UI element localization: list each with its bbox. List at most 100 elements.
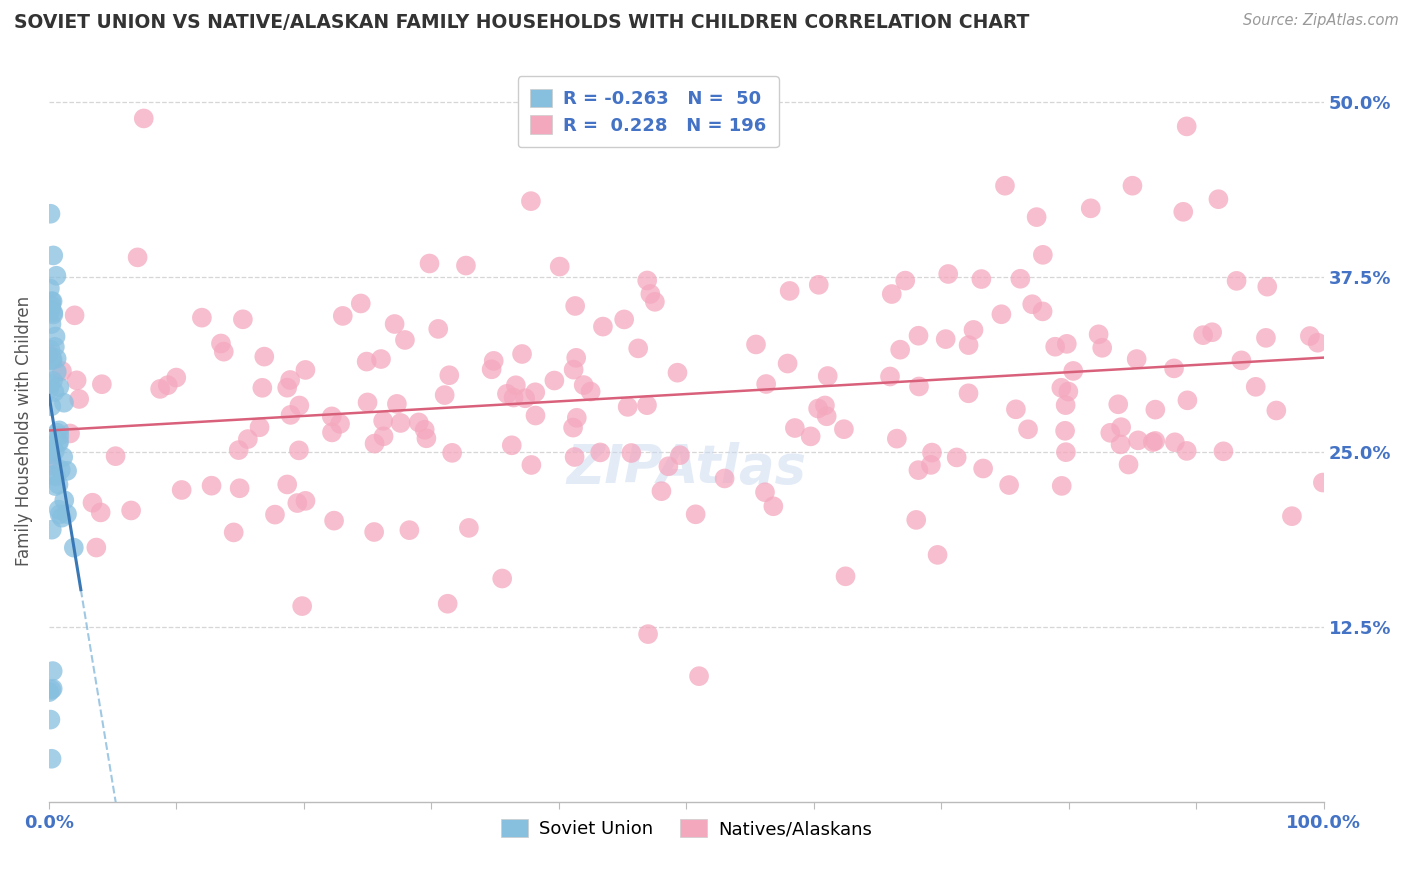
Point <box>38 685 60 699</box>
Point <box>562 420 585 434</box>
Point <box>1144 402 1167 417</box>
Point <box>962 323 984 337</box>
Point <box>666 366 689 380</box>
Point <box>232 312 254 326</box>
Point <box>1056 336 1078 351</box>
Point <box>762 500 785 514</box>
Point <box>222 525 245 540</box>
Point <box>127 251 149 265</box>
Point <box>120 503 142 517</box>
Point <box>565 351 588 365</box>
Point <box>42 468 65 483</box>
Point <box>1225 274 1247 288</box>
Point <box>48 380 70 394</box>
Point <box>373 429 395 443</box>
Point <box>637 627 659 641</box>
Point <box>41 664 63 678</box>
Point <box>491 572 513 586</box>
Point <box>713 471 735 485</box>
Point <box>63 309 86 323</box>
Point <box>48 508 70 522</box>
Point <box>39 299 62 313</box>
Point <box>636 273 658 287</box>
Point <box>957 386 980 401</box>
Point <box>970 272 993 286</box>
Point <box>51 510 73 524</box>
Point <box>385 397 408 411</box>
Point <box>454 259 477 273</box>
Point <box>104 449 127 463</box>
Point <box>45 469 67 483</box>
Point <box>56 507 79 521</box>
Point <box>156 378 179 392</box>
Point <box>572 378 595 392</box>
Point <box>1043 340 1066 354</box>
Point <box>59 426 82 441</box>
Point <box>669 448 692 462</box>
Point <box>41 752 63 766</box>
Point <box>90 505 112 519</box>
Point <box>520 458 543 472</box>
Point <box>637 122 659 136</box>
Point <box>209 336 232 351</box>
Point <box>332 309 354 323</box>
Point <box>815 409 838 424</box>
Point <box>39 399 62 413</box>
Point <box>1144 434 1167 448</box>
Point <box>688 669 710 683</box>
Point <box>1091 341 1114 355</box>
Point <box>1306 335 1329 350</box>
Point <box>524 409 547 423</box>
Point <box>589 445 612 459</box>
Point <box>41 294 63 309</box>
Point <box>1126 434 1149 448</box>
Point <box>1054 424 1077 438</box>
Point <box>39 458 62 473</box>
Point <box>482 354 505 368</box>
Point <box>1281 509 1303 524</box>
Point <box>1299 329 1322 343</box>
Point <box>38 347 60 361</box>
Point <box>276 381 298 395</box>
Point <box>45 365 67 379</box>
Point <box>39 376 62 391</box>
Point <box>496 386 519 401</box>
Point <box>1175 120 1198 134</box>
Point <box>39 207 62 221</box>
Point <box>927 548 949 562</box>
Point <box>636 398 658 412</box>
Point <box>779 284 801 298</box>
Point <box>356 354 378 368</box>
Point <box>920 458 942 472</box>
Point <box>754 485 776 500</box>
Point <box>228 443 250 458</box>
Point <box>48 429 70 443</box>
Text: SOVIET UNION VS NATIVE/ALASKAN FAMILY HOUSEHOLDS WITH CHILDREN CORRELATION CHART: SOVIET UNION VS NATIVE/ALASKAN FAMILY HO… <box>14 13 1029 32</box>
Point <box>48 435 70 450</box>
Point <box>894 274 917 288</box>
Point <box>288 399 311 413</box>
Point <box>149 382 172 396</box>
Point <box>998 478 1021 492</box>
Point <box>886 432 908 446</box>
Point <box>1121 178 1143 193</box>
Point <box>264 508 287 522</box>
Point <box>1201 325 1223 339</box>
Point <box>41 317 63 331</box>
Point <box>38 383 60 397</box>
Point <box>39 302 62 317</box>
Point <box>935 332 957 346</box>
Point <box>433 388 456 402</box>
Point <box>627 342 650 356</box>
Point <box>38 281 60 295</box>
Point <box>783 421 806 435</box>
Point <box>1142 435 1164 450</box>
Point <box>776 357 799 371</box>
Point <box>278 373 301 387</box>
Point <box>66 373 89 387</box>
Point <box>45 268 67 283</box>
Point <box>481 362 503 376</box>
Point <box>814 399 837 413</box>
Point <box>363 524 385 539</box>
Point <box>294 363 316 377</box>
